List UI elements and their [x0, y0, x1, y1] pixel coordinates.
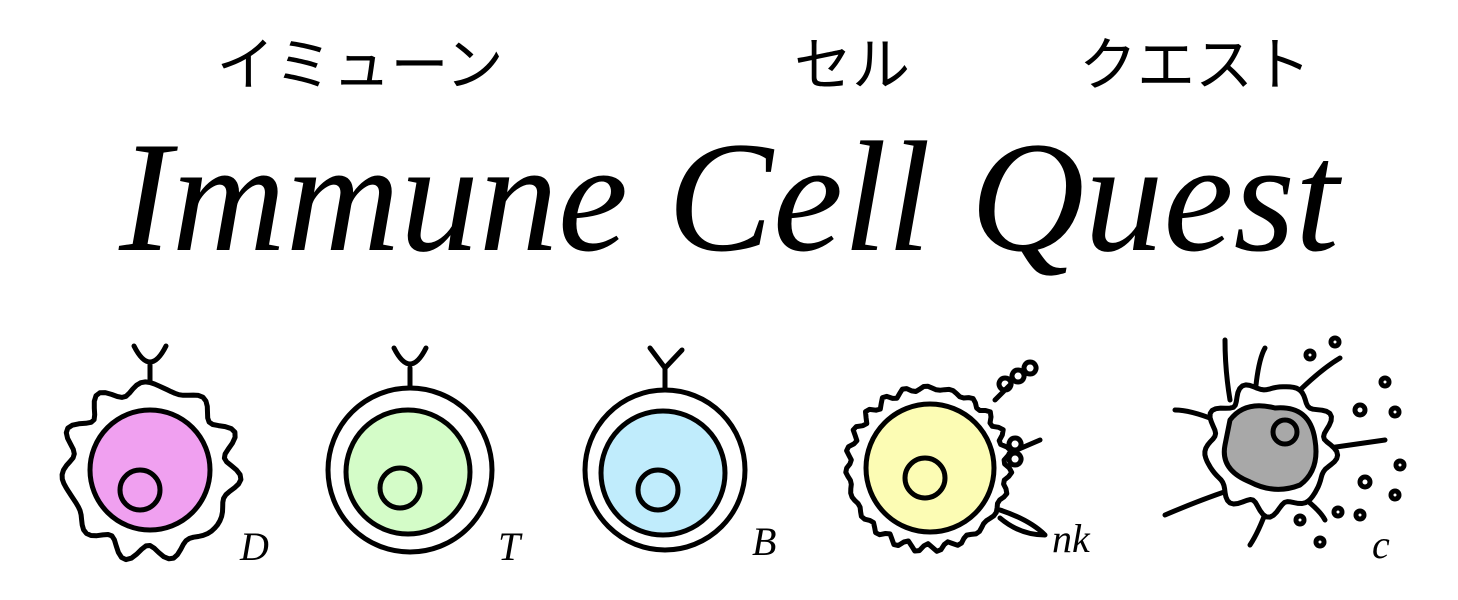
nucleus: [377, 465, 423, 511]
cell-label: c: [1372, 522, 1390, 567]
katakana-immune: イミューン: [216, 31, 503, 99]
receptor: [647, 345, 685, 391]
katakana-quest: クエスト: [1079, 31, 1311, 99]
cell-label: T: [498, 524, 523, 569]
cell-label: B: [752, 519, 776, 564]
cell-label: nk: [1052, 516, 1091, 561]
dendrites: [1162, 337, 1388, 548]
debris: [1293, 335, 1407, 549]
game-title: Immune Cell Quest: [118, 110, 1343, 285]
nucleus: [1270, 417, 1300, 447]
cytoplasm: [1221, 403, 1319, 492]
cell-label: D: [239, 524, 269, 569]
nucleus: [117, 467, 163, 513]
granules: [992, 359, 1048, 538]
katakana-cell: セル: [794, 31, 910, 99]
receptor: [391, 345, 429, 391]
cell-illustrations: D T B nk c: [59, 335, 1407, 569]
nucleus: [902, 455, 948, 501]
nucleus: [635, 467, 681, 513]
